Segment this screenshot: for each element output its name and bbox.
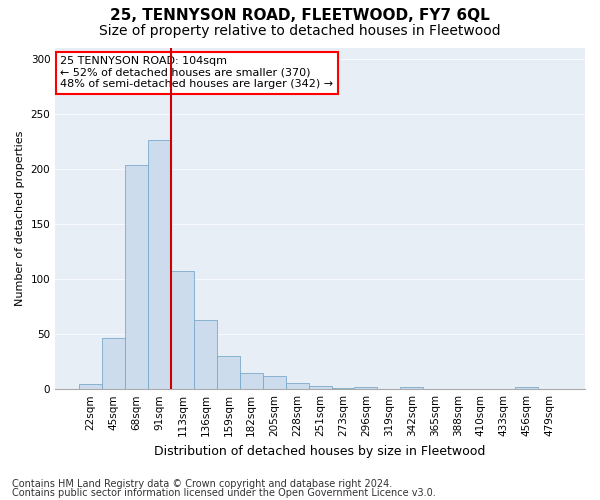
Bar — [217, 356, 240, 389]
Text: 25, TENNYSON ROAD, FLEETWOOD, FY7 6QL: 25, TENNYSON ROAD, FLEETWOOD, FY7 6QL — [110, 8, 490, 22]
Bar — [263, 376, 286, 389]
Bar — [240, 372, 263, 389]
Bar — [102, 338, 125, 389]
Text: 25 TENNYSON ROAD: 104sqm
← 52% of detached houses are smaller (370)
48% of semi-: 25 TENNYSON ROAD: 104sqm ← 52% of detach… — [61, 56, 334, 89]
Bar — [194, 320, 217, 389]
Text: Size of property relative to detached houses in Fleetwood: Size of property relative to detached ho… — [99, 24, 501, 38]
Text: Contains HM Land Registry data © Crown copyright and database right 2024.: Contains HM Land Registry data © Crown c… — [12, 479, 392, 489]
X-axis label: Distribution of detached houses by size in Fleetwood: Distribution of detached houses by size … — [154, 444, 486, 458]
Bar — [332, 388, 355, 389]
Bar — [125, 166, 148, 389]
Bar — [400, 387, 423, 389]
Bar — [515, 387, 538, 389]
Bar — [79, 384, 102, 389]
Y-axis label: Number of detached properties: Number of detached properties — [15, 130, 25, 306]
Bar — [308, 386, 332, 389]
Bar — [355, 387, 377, 389]
Bar — [171, 271, 194, 389]
Bar — [148, 140, 171, 389]
Text: Contains public sector information licensed under the Open Government Licence v3: Contains public sector information licen… — [12, 488, 436, 498]
Bar — [286, 382, 308, 389]
